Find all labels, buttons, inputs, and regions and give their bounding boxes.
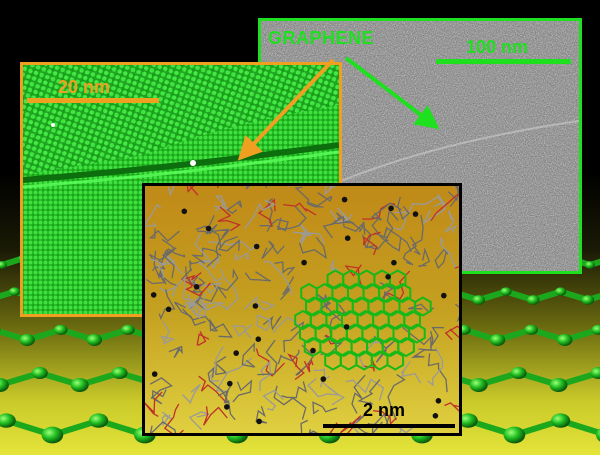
lattice-atom (585, 261, 595, 269)
lattice-atom (458, 413, 478, 428)
lattice-atom (489, 334, 506, 346)
lattice-atom (596, 428, 600, 442)
lattice-atom (41, 426, 64, 444)
simulation-scale-label: 20 nm (58, 77, 111, 97)
lattice-atom (54, 324, 68, 335)
molecular-model-image (145, 186, 459, 433)
lattice-atom (89, 413, 109, 428)
tem-scale-label: 100 nm (466, 37, 529, 57)
molecular-model-panel (142, 183, 462, 436)
lattice-atom (0, 413, 16, 428)
lattice-atom (0, 378, 9, 392)
lattice-atom (549, 378, 568, 392)
graphene-label: GRAPHENE (268, 28, 375, 48)
lattice-atom (557, 334, 573, 346)
lattice-atom (0, 261, 7, 269)
lattice-atom (86, 334, 103, 346)
lattice-atom (111, 367, 128, 379)
lattice-atom (527, 295, 540, 305)
lattice-atom (591, 324, 600, 335)
lattice-atom (510, 367, 527, 379)
lattice-atom (472, 295, 486, 305)
lattice-atom (581, 295, 595, 305)
lattice-atom (555, 287, 567, 296)
molecular-scale-bar (323, 424, 455, 428)
tem-scale-bar (436, 59, 571, 64)
lattice-atom (121, 324, 135, 335)
lattice-atom (524, 324, 538, 335)
lattice-atom (31, 367, 48, 379)
lattice-atom (469, 378, 488, 392)
lattice-atom (503, 426, 526, 444)
molecular-scale-label: 2 nm (363, 400, 406, 420)
lattice-atom (19, 334, 35, 346)
lattice-atom (551, 413, 571, 428)
lattice-atom (70, 378, 89, 392)
simulation-scale-bar (27, 98, 159, 103)
lattice-atom (500, 287, 512, 296)
lattice-atom (9, 287, 21, 296)
lattice-atom (590, 367, 600, 379)
